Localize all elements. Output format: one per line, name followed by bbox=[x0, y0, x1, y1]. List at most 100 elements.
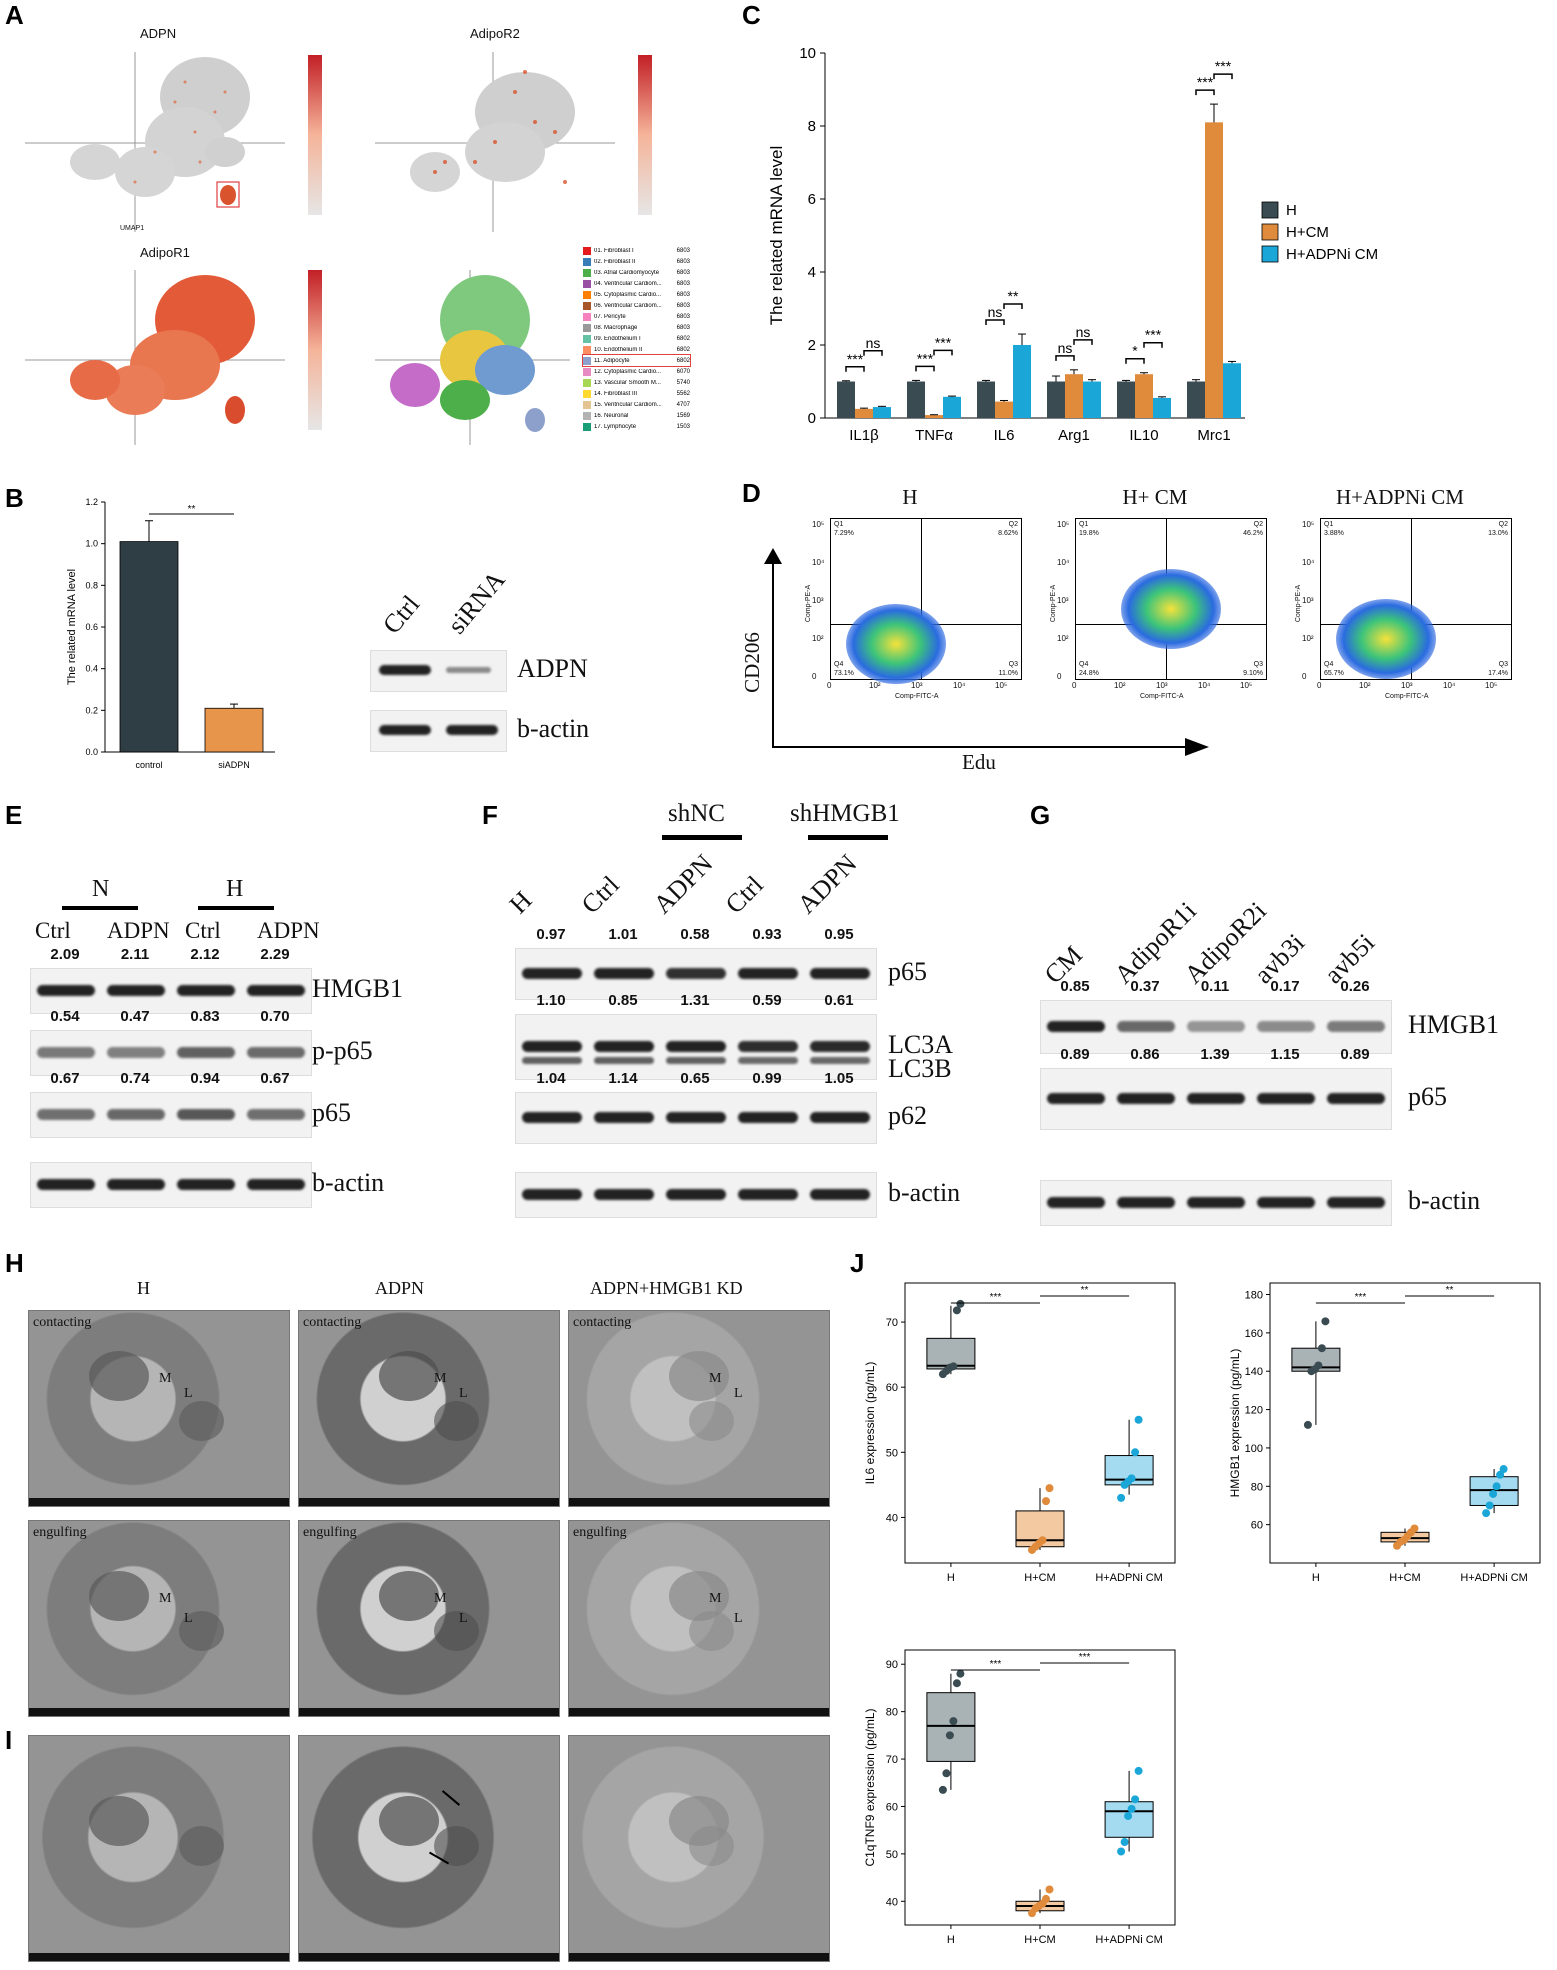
legend-swatch bbox=[583, 367, 591, 376]
quant-value: 0.59 bbox=[752, 992, 782, 1009]
data-point bbox=[942, 1769, 951, 1778]
quant-value: 0.70 bbox=[260, 1008, 290, 1025]
umap-clusters bbox=[375, 270, 570, 445]
blot-band bbox=[810, 1189, 870, 1200]
quad-value: 11.0% bbox=[998, 670, 1018, 677]
facs-y-tick: 10² bbox=[812, 634, 824, 643]
em-scalebar bbox=[29, 1708, 289, 1716]
facs-y-tick: 0 bbox=[1302, 672, 1307, 681]
facs-x-tick: 10³ bbox=[911, 681, 923, 690]
blot-row bbox=[515, 1172, 877, 1218]
legend-swatch bbox=[583, 268, 591, 277]
blot-label: HMGB1 bbox=[1408, 1010, 1500, 1039]
box bbox=[926, 1692, 976, 1762]
legend-item: 13. Vascular Smooth M... 5740 bbox=[583, 377, 690, 388]
facs-title: H+ADPNi CM bbox=[1336, 485, 1464, 509]
blot-band bbox=[666, 1057, 726, 1064]
blot-band bbox=[810, 1041, 870, 1052]
data-point bbox=[1117, 1847, 1126, 1856]
em-scalebar bbox=[299, 1708, 559, 1716]
blot-band bbox=[37, 1109, 95, 1120]
y-tick-label: 60 bbox=[886, 1801, 898, 1813]
legend-item: 02. Fibroblast II 6803 bbox=[583, 256, 690, 267]
y-tick-label: 120 bbox=[1245, 1405, 1263, 1417]
facs-y-tick: 0 bbox=[1057, 672, 1062, 681]
data-point bbox=[1410, 1524, 1419, 1533]
lane-label: ADPN bbox=[257, 918, 320, 943]
sig-label: * bbox=[1132, 343, 1138, 359]
blot-label: p65 bbox=[312, 1098, 351, 1127]
legend-swatch bbox=[583, 345, 591, 354]
blot-band bbox=[1257, 1093, 1315, 1104]
y-tick-label: 0.8 bbox=[85, 580, 98, 590]
y-tick-label: 1.2 bbox=[85, 497, 98, 507]
legend-label: 11. Adipocyte bbox=[594, 357, 630, 364]
data-point bbox=[1127, 1474, 1136, 1483]
panel-letter-h: H bbox=[5, 1248, 24, 1278]
quant-value: 0.97 bbox=[536, 926, 566, 943]
blot-row bbox=[1040, 1000, 1392, 1054]
blot-label: LC3A bbox=[888, 1030, 953, 1059]
facs-x-tick: 10⁴ bbox=[953, 681, 966, 690]
em-scalebar bbox=[569, 1953, 829, 1961]
legend-label: 13. Vascular Smooth M... bbox=[594, 379, 661, 386]
facs-x-tick: 10² bbox=[1114, 681, 1126, 690]
legend-swatch bbox=[583, 422, 591, 431]
em-image: engulfing M L bbox=[28, 1520, 290, 1717]
quant-value: 0.99 bbox=[752, 1070, 782, 1087]
sig-bracket bbox=[985, 319, 1005, 326]
em-organelle bbox=[179, 1401, 224, 1441]
legend-item: 09. Endothelium I 6802 bbox=[583, 333, 690, 344]
facs-x-tick: 10³ bbox=[1401, 681, 1413, 690]
blot-band bbox=[666, 1041, 726, 1052]
blot-band bbox=[1257, 1021, 1315, 1032]
blot-band bbox=[177, 1047, 235, 1058]
blot-band bbox=[1117, 1197, 1175, 1208]
y-tick-label: 90 bbox=[886, 1659, 898, 1671]
facs-x-tick: 0 bbox=[1072, 681, 1077, 690]
legend-count: 6803 bbox=[676, 247, 690, 254]
legend-count: 6803 bbox=[676, 258, 690, 265]
blot-band bbox=[738, 1041, 798, 1052]
facs-title: H bbox=[902, 485, 918, 509]
y-tick-label: 70 bbox=[886, 1317, 898, 1329]
blot-row bbox=[515, 1014, 877, 1080]
blot-band bbox=[247, 1047, 305, 1058]
data-point bbox=[1489, 1489, 1498, 1498]
em-image: engulfing M L bbox=[568, 1520, 830, 1717]
blot-band bbox=[594, 1041, 654, 1052]
bar-chart-b: 0.0 0.2 0.4 0.6 0.8 1.0 1.2 The related mRNA le… bbox=[66, 497, 275, 770]
quant-value: 0.54 bbox=[50, 1008, 80, 1025]
y-tick-label: 10 bbox=[799, 45, 816, 62]
umap-title-adpn: ADPN bbox=[140, 26, 177, 41]
cd206-arrowhead bbox=[764, 548, 782, 564]
data-point bbox=[1317, 1344, 1326, 1353]
em-row-label: engulfing bbox=[573, 1525, 627, 1540]
quad-value: 73.1% bbox=[834, 670, 854, 677]
x-tick-label: H+CM bbox=[1024, 1572, 1055, 1584]
blot-band bbox=[37, 1179, 95, 1190]
legend-item: 05. Cytoplasmic Cardio... 6803 bbox=[583, 289, 690, 300]
legend-swatch bbox=[583, 356, 591, 365]
bar bbox=[1117, 381, 1135, 418]
bar bbox=[1187, 381, 1205, 418]
umap-adipor2 bbox=[375, 52, 615, 232]
mito-label: M bbox=[159, 1371, 172, 1386]
x-tick-label: H bbox=[947, 1934, 955, 1946]
y-tick-label: 0 bbox=[808, 410, 816, 427]
facs-x-tick: 10⁵ bbox=[995, 681, 1008, 690]
umap-adipor1 bbox=[25, 270, 285, 445]
quad-value: 3.88% bbox=[1324, 530, 1344, 537]
legend-count: 6070 bbox=[676, 368, 690, 375]
panel-letter-g: G bbox=[1030, 800, 1051, 830]
blot-row bbox=[30, 968, 312, 1014]
x-tick-label: TNFα bbox=[915, 427, 953, 444]
legend-c: H H+CM H+ADPNi CM bbox=[1261, 201, 1378, 263]
lyso-label: L bbox=[734, 1386, 743, 1401]
lane-label: Ctrl bbox=[719, 870, 769, 920]
quant-value: 0.67 bbox=[50, 1070, 80, 1087]
data-point bbox=[1134, 1415, 1143, 1424]
panel-letter-c: C bbox=[742, 0, 761, 30]
bar bbox=[1065, 374, 1083, 418]
wb-b-lane-1: Ctrl bbox=[377, 589, 426, 640]
